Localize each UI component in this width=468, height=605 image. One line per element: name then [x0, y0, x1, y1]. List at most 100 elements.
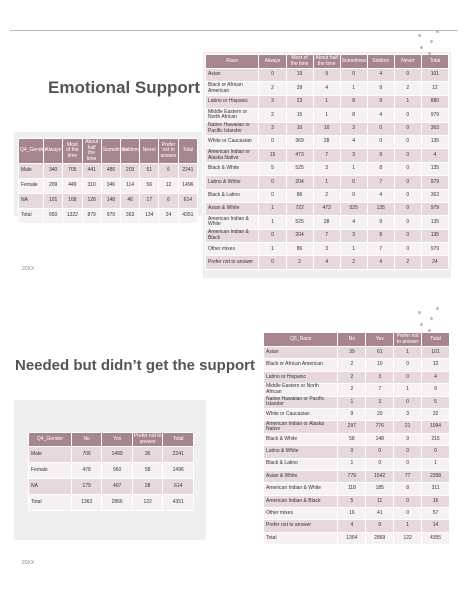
cell: 2398	[421, 469, 450, 484]
column-header: Seldom	[119, 138, 141, 164]
row-label: Black & White	[204, 161, 260, 177]
table-row: American Indian or Alaska Native 15 473 7 3 9…	[204, 148, 450, 163]
cell: 9	[365, 519, 395, 533]
table-row: Latino & White 0 0 0 0	[262, 445, 450, 459]
cell: 148	[365, 432, 395, 447]
cell: 4	[312, 255, 341, 270]
row-label: Male	[28, 446, 72, 463]
cell: 1	[258, 242, 287, 257]
cell: 4	[339, 215, 368, 230]
cell: 204	[285, 228, 314, 244]
cell: 8	[393, 482, 423, 496]
cell: 363	[119, 208, 141, 224]
cell: 4	[421, 370, 450, 385]
table-row: Latino & White 0 204 1 0 7 0 979	[204, 175, 450, 190]
row-label: Prefer not to answer	[204, 255, 260, 270]
cell: 0	[258, 67, 287, 83]
table-row: Native Hawaiian or Pacific Islander 3 10 10…	[204, 121, 450, 136]
table-row: Native Hawaiian or Pacific Islander 1 3 0 5	[262, 395, 450, 409]
row-label: Asian & White	[262, 469, 339, 484]
table-row: American Indian & White 118 185 8 311	[262, 482, 450, 496]
table-row: American Indian & Black 5 11 0 16	[262, 494, 450, 509]
cell: 135	[420, 228, 450, 244]
cell: 449	[62, 178, 83, 194]
cell: 19	[285, 67, 314, 83]
cell: 879	[81, 208, 102, 224]
row-label: Middle Eastern or North African	[262, 383, 339, 397]
table-row: Asian 0 19 9 0 4 0 101	[204, 67, 450, 83]
table-row: Other mixes 16 41 0 57	[262, 507, 450, 521]
cell: 7	[312, 228, 341, 244]
cell: 4355	[421, 531, 450, 546]
cell: 2	[312, 188, 341, 203]
cell: 9	[312, 67, 341, 83]
cell: 6	[158, 163, 179, 179]
table-row: American Indian & White 1 525 28 4 9 0 135	[204, 215, 450, 230]
column-header: Never	[393, 54, 422, 69]
cell: 7	[312, 148, 341, 163]
cell: 41	[365, 507, 395, 521]
cell: 979	[420, 175, 450, 190]
cell: 2	[337, 370, 367, 385]
header-row: Q4_Gender Always Most of the time About hal…	[17, 138, 199, 164]
column-header: Sometimes	[339, 54, 368, 69]
cell: 363	[420, 121, 450, 136]
cell: 1364	[337, 531, 367, 546]
cell: 473	[285, 148, 314, 163]
row-label: American Indian or Alaska Native	[262, 420, 339, 434]
cell: 979	[420, 108, 450, 123]
cell: 0	[393, 507, 423, 521]
table-row: Black or African American 2 10 0 12	[262, 358, 450, 372]
cell: 5	[421, 395, 450, 409]
column-header: Race	[204, 54, 260, 69]
cell: 58	[337, 432, 367, 447]
cell: 101	[421, 345, 450, 360]
table-row: Total 1364 2869 122 4355	[262, 531, 450, 546]
row-label: Total	[28, 494, 72, 511]
row-label: White or Caucasian	[204, 134, 260, 150]
cell: 1	[393, 519, 423, 533]
cell: 3	[339, 148, 368, 163]
cell: 1094	[421, 420, 450, 434]
cell: 204	[285, 175, 314, 190]
cell: 5	[337, 494, 367, 509]
column-header: Total	[420, 54, 450, 69]
table-row: Asian 39 61 1 101	[262, 345, 450, 360]
row-label: Asian	[262, 345, 339, 360]
cell: 407	[101, 478, 133, 495]
cell: 5	[258, 161, 287, 177]
cell: 0	[393, 188, 422, 203]
cell: 10	[285, 121, 314, 136]
cell: 0	[393, 108, 422, 123]
cell: 0	[393, 242, 422, 257]
row-label: Black or African American	[262, 358, 339, 372]
cell: 1	[337, 395, 367, 409]
cell: 114	[119, 178, 141, 194]
table-row: Male 340 705 441 486 203 61 6 2241	[17, 163, 199, 179]
row-label: American Indian & Black	[262, 494, 339, 509]
header-row: Q4_Gender No Yes Prefer not to answer Total	[28, 432, 194, 447]
cell: 135	[366, 201, 395, 217]
row-label: Latino & White	[204, 175, 260, 190]
cell: 36	[131, 446, 164, 463]
cell: 979	[100, 208, 121, 224]
cell: 24	[420, 255, 450, 270]
table-row: Male 706 1499 36 2241	[28, 446, 194, 463]
cell: 58	[131, 462, 164, 479]
cell: 4	[420, 148, 450, 163]
row-label: American Indian & White	[262, 482, 339, 496]
header-row: Q5_Race No Yes Prefer not to answer Total	[262, 332, 450, 347]
cell: 776	[365, 420, 395, 434]
cell: 11	[365, 494, 395, 509]
cell: 705	[62, 163, 83, 179]
column-header: Yes	[101, 432, 133, 447]
table-row: Latino or Hispanic 3 23 1 8 9 1 880	[204, 94, 450, 110]
cell: 21	[393, 420, 423, 434]
cell: 6	[158, 193, 179, 209]
table-row: Other mixes 1 86 3 1 7 0 979	[204, 242, 450, 257]
table-row: Latino or Hispanic 2 3 0 4	[262, 370, 450, 385]
cell: 12	[420, 81, 450, 96]
cell: 2241	[162, 446, 194, 463]
cell: 12	[421, 358, 450, 372]
cell: 0	[258, 188, 287, 203]
